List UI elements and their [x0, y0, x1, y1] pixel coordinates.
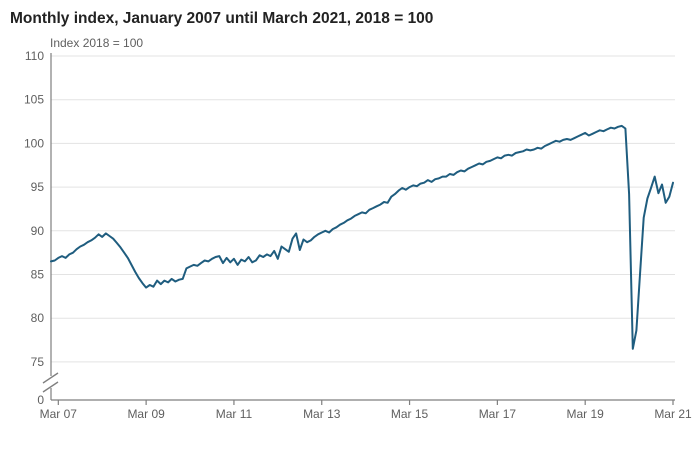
y-tick-label: 75 — [31, 355, 45, 369]
axis-break-icon — [42, 381, 59, 393]
x-tick-label: Mar 13 — [303, 407, 341, 421]
x-tick-label: Mar 15 — [391, 407, 429, 421]
x-tick-label: Mar 17 — [479, 407, 517, 421]
y-tick-label: 110 — [25, 49, 44, 63]
x-tick-label: Mar 09 — [127, 407, 165, 421]
y-axis-unit-label: Index 2018 = 100 — [50, 36, 144, 50]
y-tick-label: 95 — [31, 180, 45, 194]
y-tick-label: 0 — [37, 393, 44, 407]
chart-title: Monthly index, January 2007 until March … — [10, 10, 434, 27]
x-tick-label: Mar 21 — [654, 407, 692, 421]
y-tick-label: 100 — [24, 136, 44, 150]
y-tick-label: 85 — [31, 268, 45, 282]
y-tick-label: 105 — [24, 93, 44, 107]
x-tick-label: Mar 19 — [567, 407, 605, 421]
x-tick-label: Mar 07 — [40, 407, 78, 421]
axis-break-icon — [42, 372, 59, 384]
data-line — [50, 124, 674, 350]
y-tick-label: 80 — [31, 311, 45, 325]
y-tick-label: 90 — [31, 224, 45, 238]
x-tick-label: Mar 11 — [216, 407, 253, 421]
